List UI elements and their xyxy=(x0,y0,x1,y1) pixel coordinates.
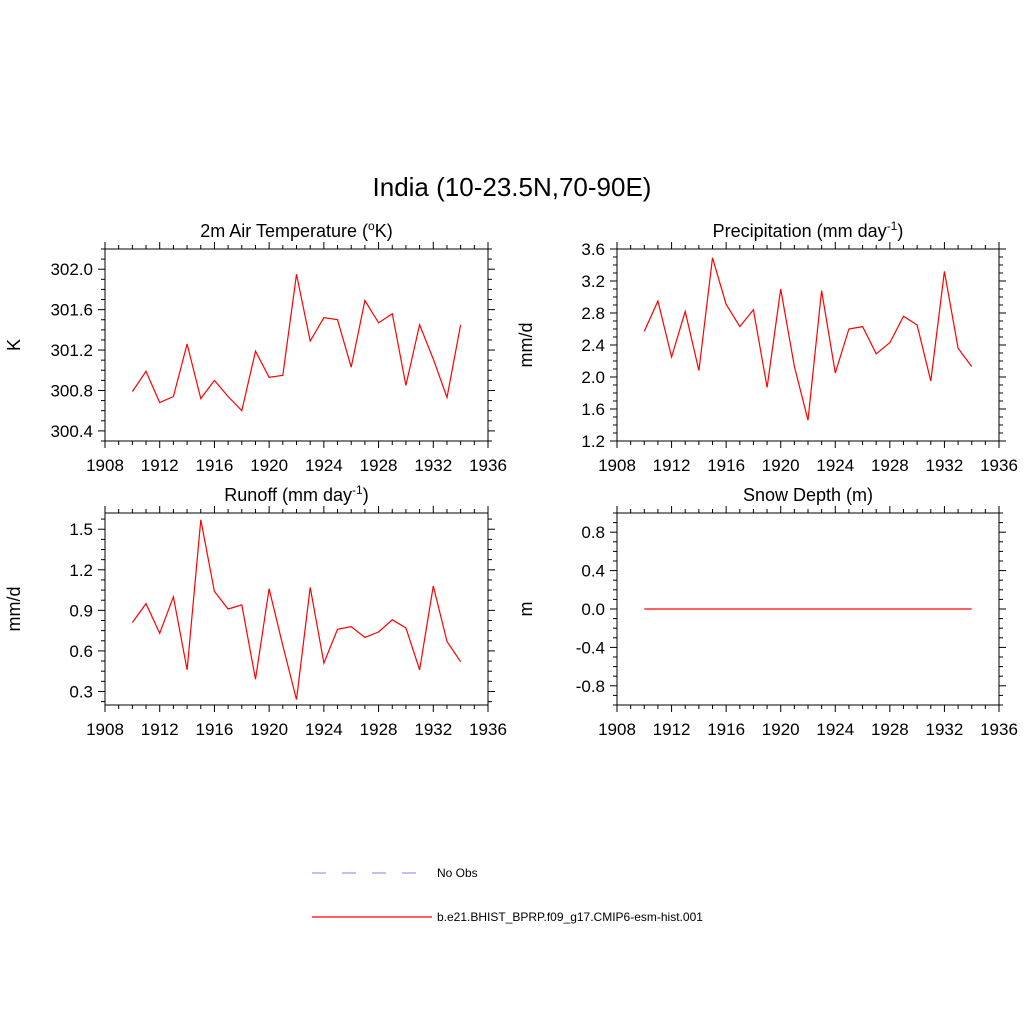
x-tick-label: 1908 xyxy=(86,456,124,475)
panel-title: Runoff (mm day-1) xyxy=(224,483,368,505)
y-tick-label: 1.2 xyxy=(69,561,93,580)
panel-1: 2m Air Temperature (oK) K 1908 1912 1916 1920… xyxy=(4,219,507,475)
y-tick-label: 1.2 xyxy=(581,432,605,451)
x-tick-label: 1932 xyxy=(926,456,964,475)
panel-2: Precipitation (mm day-1) mm/d 1908 1912 1916… xyxy=(516,219,1018,475)
x-tick-label: 1916 xyxy=(196,456,234,475)
legend-model-label: b.e21.BHIST_BPRP.f09_g17.CMIP6-esm-hist.… xyxy=(437,910,703,924)
y-axis-label: K xyxy=(4,339,24,351)
series-line xyxy=(131,274,462,412)
y-tick-label: -0.8 xyxy=(576,677,605,696)
x-tick-label: 1916 xyxy=(707,720,745,739)
y-tick-label: 1.5 xyxy=(69,520,93,539)
x-tick-label: 1920 xyxy=(762,720,800,739)
y-tick-label: 2.8 xyxy=(581,304,605,323)
y-tick-label: 3.2 xyxy=(581,272,605,291)
y-tick-label: 302.0 xyxy=(50,260,93,279)
x-tick-label: 1924 xyxy=(816,456,854,475)
series-line xyxy=(131,519,462,700)
y-tick-label: 3.6 xyxy=(581,240,605,259)
y-tick-label: 0.9 xyxy=(69,601,93,620)
x-tick-label: 1924 xyxy=(305,720,343,739)
y-tick-label: 301.6 xyxy=(50,301,93,320)
x-tick-label: 1928 xyxy=(871,456,909,475)
legend: No Obs b.e21.BHIST_BPRP.f09_g17.CMIP6-es… xyxy=(312,866,703,924)
y-tick-label: 2.0 xyxy=(581,368,605,387)
x-tick-label: 1916 xyxy=(196,720,234,739)
panel-title: Precipitation (mm day-1) xyxy=(713,219,904,241)
x-tick-label: 1932 xyxy=(414,720,452,739)
y-axis-label: mm/d xyxy=(4,587,24,632)
panel-title: Snow Depth (m) xyxy=(743,485,873,505)
x-tick-label: 1936 xyxy=(980,720,1018,739)
plot-frame xyxy=(616,248,1000,442)
y-tick-label: 0.4 xyxy=(581,562,605,581)
panel-3: Runoff (mm day-1) mm/d 1908 1912 1916 1920 192… xyxy=(4,483,507,739)
y-tick-label: 1.6 xyxy=(581,400,605,419)
x-tick-label: 1920 xyxy=(250,456,288,475)
x-tick-label: 1932 xyxy=(926,720,964,739)
x-tick-label: 1936 xyxy=(980,456,1018,475)
x-tick-label: 1936 xyxy=(469,456,507,475)
x-tick-label: 1912 xyxy=(141,720,179,739)
legend-obs-label: No Obs xyxy=(437,866,478,880)
main-title: India (10-23.5N,70-90E) xyxy=(373,172,652,202)
x-tick-label: 1908 xyxy=(86,720,124,739)
y-tick-label: 300.8 xyxy=(50,381,93,400)
x-tick-label: 1932 xyxy=(414,456,452,475)
x-tick-label: 1908 xyxy=(598,720,636,739)
y-axis-label: mm/d xyxy=(516,323,536,368)
x-tick-label: 1920 xyxy=(250,720,288,739)
y-tick-label: 0.0 xyxy=(581,600,605,619)
x-tick-label: 1928 xyxy=(360,456,398,475)
x-tick-label: 1924 xyxy=(816,720,854,739)
x-tick-label: 1912 xyxy=(141,456,179,475)
y-axis-label: m xyxy=(516,602,536,617)
plot-frame xyxy=(104,512,489,706)
y-tick-label: 0.8 xyxy=(581,523,605,542)
x-tick-label: 1912 xyxy=(653,720,691,739)
y-tick-label: 0.6 xyxy=(69,642,93,661)
panels-group: 2m Air Temperature (oK) K 1908 1912 1916 1920… xyxy=(4,219,1018,739)
panel-4: Snow Depth (m) m 1908 1912 1916 1920 1924 1928 1… xyxy=(516,485,1018,739)
y-tick-label: 2.4 xyxy=(581,336,605,355)
y-tick-label: 301.2 xyxy=(50,341,93,360)
x-tick-label: 1924 xyxy=(305,456,343,475)
y-tick-label: 0.3 xyxy=(69,682,93,701)
x-tick-label: 1908 xyxy=(598,456,636,475)
x-tick-label: 1936 xyxy=(469,720,507,739)
x-tick-label: 1916 xyxy=(707,456,745,475)
x-tick-label: 1912 xyxy=(653,456,691,475)
y-tick-label: -0.4 xyxy=(576,638,605,657)
panel-title: 2m Air Temperature (oK) xyxy=(200,219,392,241)
x-tick-label: 1928 xyxy=(871,720,909,739)
series-line xyxy=(643,257,973,421)
y-tick-label: 300.4 xyxy=(50,422,93,441)
x-tick-label: 1928 xyxy=(360,720,398,739)
x-tick-label: 1920 xyxy=(762,456,800,475)
